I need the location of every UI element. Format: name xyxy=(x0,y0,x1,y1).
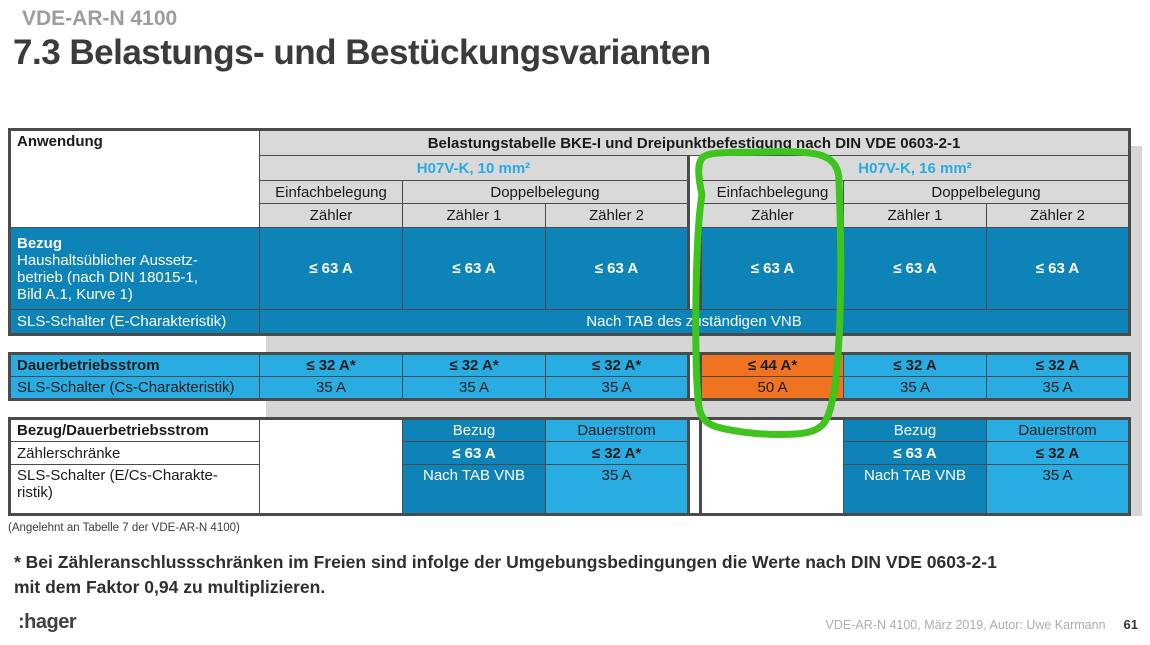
bezug-value-cell: ≤ 63 A xyxy=(843,227,987,310)
doppelbelegung-header-10mm: Doppelbelegung xyxy=(402,180,689,204)
zaehler1-header: Zähler 1 xyxy=(402,203,546,228)
sls-ecs-bezug-cell-10mm: Nach TAB VNB xyxy=(402,464,546,515)
bezug-value-cell: ≤ 63 A xyxy=(259,227,403,310)
sls-cs-value-cell: 35 A xyxy=(545,376,689,400)
sls-ecs-dauerstrom-cell-10mm: 35 A xyxy=(545,464,689,515)
group-header-10mm: H07V-K, 10 mm² xyxy=(259,155,689,181)
dauerstrom-column-header-16mm: Dauerstrom xyxy=(986,418,1130,442)
group-divider xyxy=(687,155,702,310)
sls-cs-value-cell: 35 A xyxy=(259,376,403,400)
bezug-label-line: Haushaltsüblicher Aussetz- xyxy=(17,251,198,269)
zaehlerschraenke-bezug-cell-10mm: ≤ 63 A xyxy=(402,441,546,465)
footer-meta-text: VDE-AR-N 4100, März 2019, Autor: Uwe Kar… xyxy=(825,618,1106,632)
zaehlerschraenke-dauerstrom-cell-10mm: ≤ 32 A* xyxy=(545,441,689,465)
dauerbetriebsstrom-value-cell: ≤ 32 A* xyxy=(545,353,689,377)
group-divider xyxy=(687,418,702,515)
zaehlerschraenke-row-label: Zählerschränke xyxy=(9,441,260,465)
bezug-value-cell: ≤ 63 A xyxy=(986,227,1130,310)
dauerbetriebsstrom-value-cell: ≤ 32 A xyxy=(843,353,987,377)
table-source-caption: (Angelehnt an Tabelle 7 der VDE-AR-N 410… xyxy=(8,522,240,534)
bezug-label-line: betrieb (nach DIN 18015-1, xyxy=(17,268,198,286)
doppelbelegung-header-16mm: Doppelbelegung xyxy=(843,180,1130,204)
dauerbetriebsstrom-value-cell: ≤ 32 A* xyxy=(402,353,546,377)
dauerbetriebsstrom-table: Dauerbetriebsstrom ≤ 32 A* ≤ 32 A* ≤ 32 … xyxy=(8,352,1131,401)
group-divider xyxy=(687,353,702,400)
einfachbelegung-header-10mm: Einfachbelegung xyxy=(259,180,403,204)
dauerbetriebsstrom-value-cell: ≤ 32 A* xyxy=(259,353,403,377)
sls-ecs-label-line: SLS-Schalter (E/Cs-Charakte- xyxy=(17,467,218,484)
bezug-label-line: Bild A.1, Kurve 1) xyxy=(17,285,133,303)
bezug-value-cell: ≤ 63 A xyxy=(545,227,689,310)
zaehlerschraenke-table: Bezug/Dauerbetriebsstrom Bezug Dauerstro… xyxy=(8,417,1131,516)
page-number: 61 xyxy=(1123,617,1138,632)
anwendung-header: Anwendung xyxy=(9,129,260,228)
asterisk-footnote: * Bei Zähleranschlussschränken im Freien… xyxy=(14,552,997,597)
bezug-row-label: Bezug Haushaltsüblicher Aussetz- betrieb… xyxy=(9,227,260,310)
dauerbetriebsstrom-row-label: Dauerbetriebsstrom xyxy=(9,353,260,377)
bezug-column-header-10mm: Bezug xyxy=(402,418,546,442)
hager-logo: :hager xyxy=(18,611,77,633)
dauerbetriebsstrom-highlight-cell: ≤ 44 A* xyxy=(700,353,844,377)
bezug-column-header-16mm: Bezug xyxy=(843,418,987,442)
sls-ecs-label-line: ristik) xyxy=(17,484,53,501)
zaehler2-header: Zähler 2 xyxy=(545,203,689,228)
zaehler-header: Zähler xyxy=(259,203,403,228)
bezug-value-cell: ≤ 63 A xyxy=(402,227,546,310)
dauerstrom-column-header-10mm: Dauerstrom xyxy=(545,418,689,442)
zaehler-header: Zähler xyxy=(700,203,844,228)
sls-cs-row-label: SLS-Schalter (Cs-Charakteristik) xyxy=(9,376,260,400)
sls-ecs-dauerstrom-cell-16mm: 35 A xyxy=(986,464,1130,515)
zaehlerschraenke-bezug-cell-16mm: ≤ 63 A xyxy=(843,441,987,465)
sls-cs-value-cell: 35 A xyxy=(843,376,987,400)
einfachbelegung-header-16mm: Einfachbelegung xyxy=(700,180,844,204)
bezug-dauerbetriebsstrom-row-label: Bezug/Dauerbetriebsstrom xyxy=(9,418,260,442)
table-title: Belastungstabelle BKE-I und Dreipunktbef… xyxy=(259,129,1130,156)
footer-meta-block: VDE-AR-N 4100, März 2019, Autor: Uwe Kar… xyxy=(826,617,1138,632)
sls-cs-value-cell: 35 A xyxy=(986,376,1130,400)
slide-eyebrow: VDE-AR-N 4100 xyxy=(22,7,178,30)
dauerbetriebsstrom-value-cell: ≤ 32 A xyxy=(986,353,1130,377)
sls-e-value-cell: Nach TAB des zuständigen VNB xyxy=(259,309,1130,335)
group-header-16mm: H07V-K, 16 mm² xyxy=(700,155,1130,181)
bezug-value-cell: ≤ 63 A xyxy=(700,227,844,310)
sls-ecs-row-label: SLS-Schalter (E/Cs-Charakte- ristik) xyxy=(9,464,260,515)
empty-cell xyxy=(700,418,844,515)
zaehlerschraenke-dauerstrom-cell-16mm: ≤ 32 A xyxy=(986,441,1130,465)
page-title: 7.3 Belastungs- und Bestückungsvarianten xyxy=(13,33,711,72)
sls-e-row-label: SLS-Schalter (E-Charakteristik) xyxy=(9,309,260,335)
bezug-label-title: Bezug xyxy=(17,234,62,252)
zaehler2-header: Zähler 2 xyxy=(986,203,1130,228)
belastungstabelle: Anwendung Belastungstabelle BKE-I und Dr… xyxy=(8,128,1131,336)
empty-cell xyxy=(259,418,403,515)
sls-cs-value-cell: 35 A xyxy=(402,376,546,400)
zaehler1-header: Zähler 1 xyxy=(843,203,987,228)
sls-ecs-bezug-cell-16mm: Nach TAB VNB xyxy=(843,464,987,515)
sls-cs-highlight-cell: 50 A xyxy=(700,376,844,400)
